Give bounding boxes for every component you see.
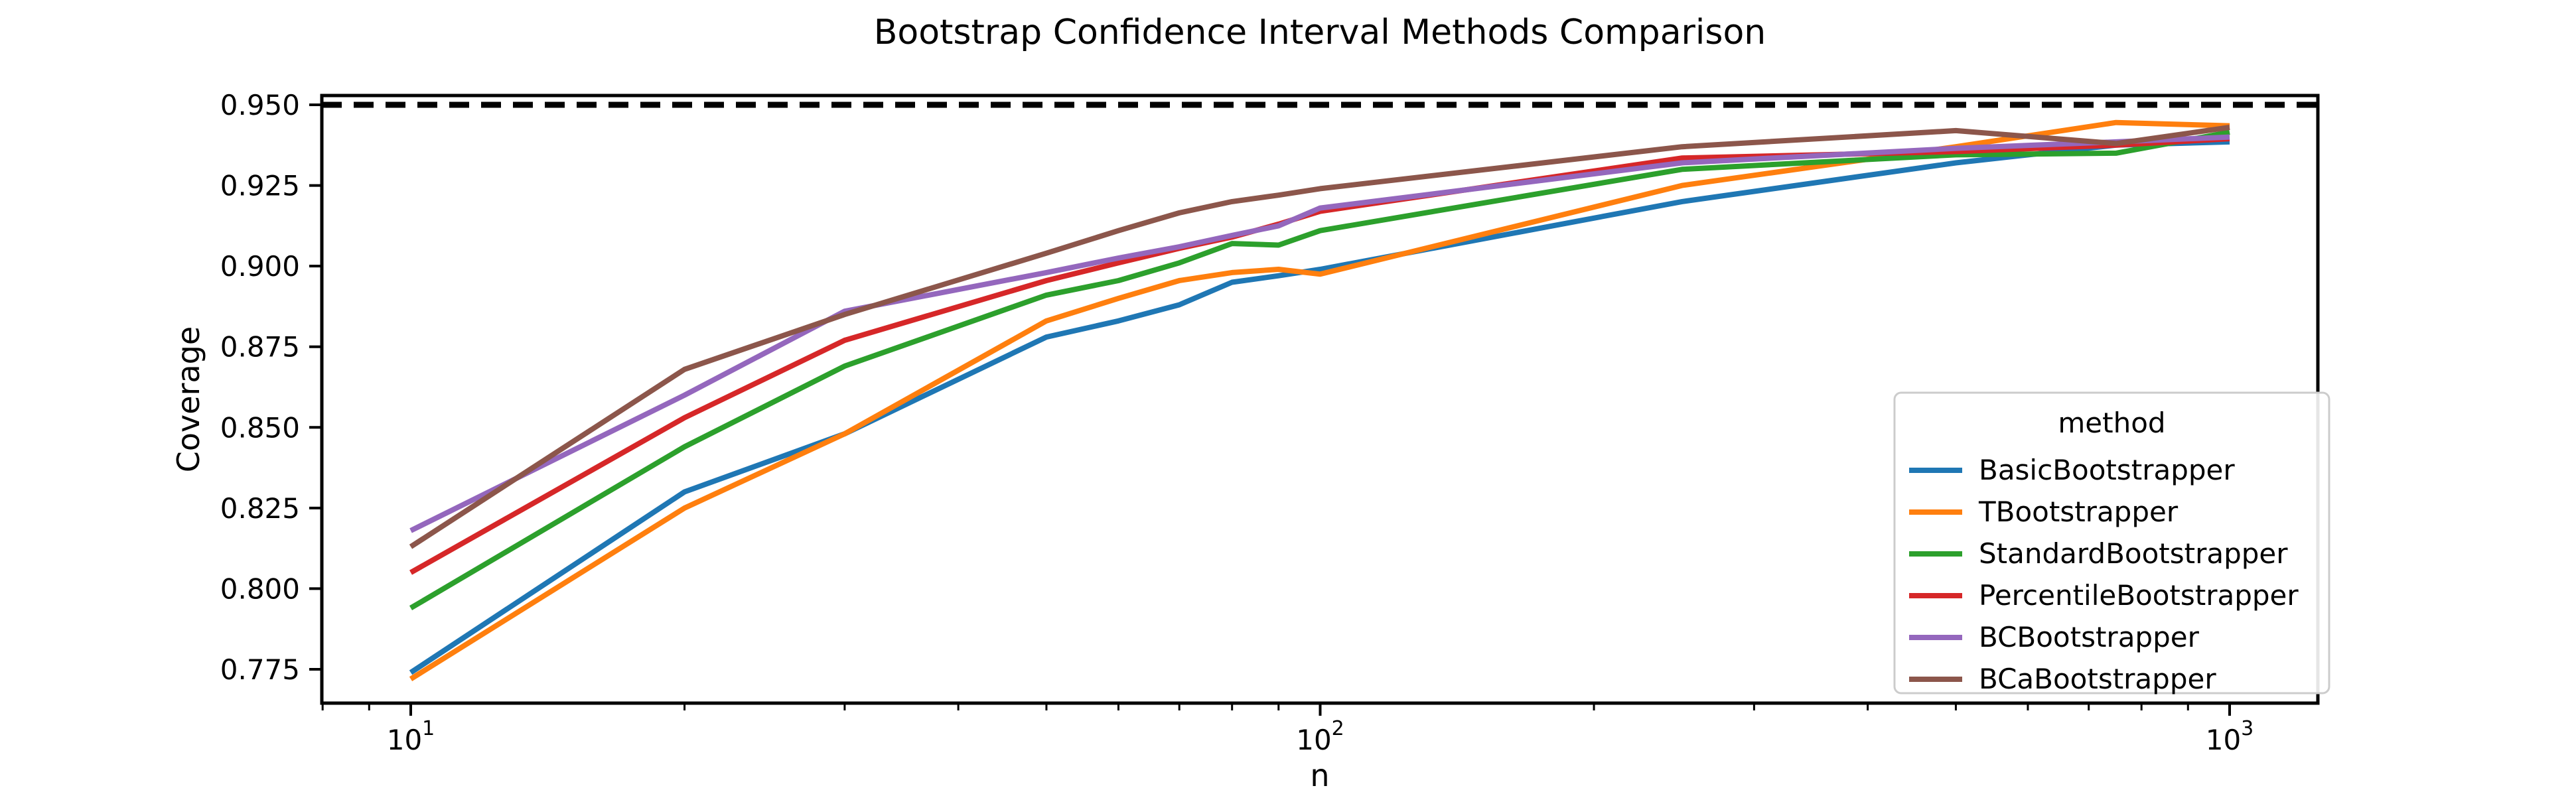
y-tick-label: 0.925 — [220, 170, 300, 202]
legend-label-BasicBootstrapper: BasicBootstrapper — [1979, 454, 2235, 486]
series-line-BCBootstrapper — [409, 134, 2230, 533]
legend: method BasicBootstrapper TBootstrapper Stan… — [1893, 391, 2330, 695]
legend-label-PercentileBootstrapper: PercentileBootstrapper — [1979, 579, 2299, 612]
legend-label-StandardBootstrapper: StandardBootstrapper — [1979, 537, 2288, 570]
y-tick-label: 0.875 — [220, 331, 300, 364]
y-tick-label: 0.900 — [220, 250, 300, 283]
axes-layer: 0.950 0.925 0.900 0.875 0.850 0.825 0.800 0.775… — [220, 89, 2320, 756]
x-axis-label: n — [1310, 758, 1329, 793]
series-line-StandardBootstrapper — [409, 129, 2230, 611]
series-line-BCaBootstrapper — [409, 125, 2230, 549]
x-tick-label: 102 — [1296, 717, 1344, 756]
y-axis-label: Coverage — [171, 326, 206, 472]
y-tick-label: 0.800 — [220, 572, 300, 605]
legend-box — [1893, 391, 2330, 695]
legend-title: method — [2058, 407, 2165, 439]
x-tick-label: 101 — [387, 717, 435, 756]
y-tick-label: 0.950 — [220, 89, 300, 121]
chart-title: Bootstrap Confidence Interval Methods Co… — [874, 13, 1766, 52]
y-tick-label: 0.825 — [220, 492, 300, 525]
legend-label-BCBootstrapper: BCBootstrapper — [1979, 621, 2200, 653]
y-tick-label: 0.850 — [220, 411, 300, 444]
legend-label-TBootstrapper: TBootstrapper — [1978, 496, 2179, 528]
legend-label-BCaBootstrapper: BCaBootstrapper — [1979, 663, 2216, 695]
x-tick-label: 103 — [2206, 717, 2254, 756]
series-layer — [322, 101, 2318, 681]
y-tick-label: 0.775 — [220, 653, 300, 686]
